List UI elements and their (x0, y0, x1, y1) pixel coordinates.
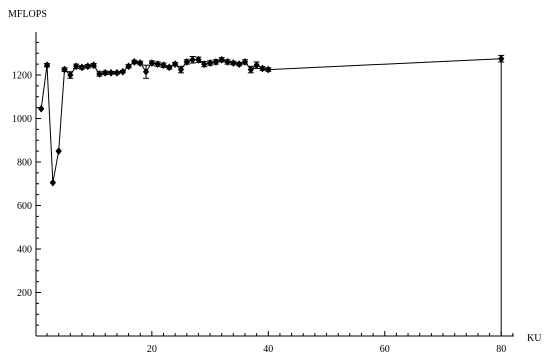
y-tick-label: 1200 (12, 71, 32, 82)
data-point (55, 147, 62, 156)
data-point (171, 60, 179, 69)
y-tick-label: 200 (17, 288, 32, 299)
data-point (84, 62, 92, 71)
data-point (113, 68, 121, 77)
data-point (137, 59, 144, 68)
x-tick-label: 40 (263, 344, 273, 355)
data-point (72, 62, 80, 71)
y-axis-label: MFLOPS (8, 9, 47, 20)
x-tick-label: 60 (380, 344, 390, 355)
data-point (247, 65, 255, 74)
data-point (148, 59, 156, 68)
x-axis-label: KU (527, 333, 542, 344)
data-point (43, 61, 51, 70)
data-point (154, 60, 161, 69)
axes: 200 400 600 800 1000 1200 20 40 60 80 (12, 32, 514, 355)
data-point (212, 57, 220, 66)
data-point (125, 62, 132, 71)
data-point (253, 61, 260, 70)
data-point (38, 104, 45, 113)
data-point (119, 67, 126, 76)
y-tick-label: 800 (17, 158, 32, 169)
data-point (259, 64, 266, 73)
data-point (49, 178, 57, 187)
data-point (195, 55, 202, 64)
y-tick-label: 400 (17, 245, 32, 256)
data-point (107, 68, 115, 77)
data-point (177, 65, 185, 74)
data-point (230, 59, 237, 68)
y-tick-label: 600 (17, 201, 32, 212)
data-point (201, 60, 208, 69)
data-point (142, 67, 150, 76)
data-point (67, 70, 74, 80)
series-line (40, 58, 502, 183)
data-point (160, 61, 167, 70)
data-point (206, 59, 214, 68)
data-point (78, 63, 86, 72)
data-point (497, 54, 505, 63)
data-point (265, 65, 272, 74)
data-point (218, 55, 225, 64)
data-point (102, 68, 109, 77)
data-point (131, 57, 138, 66)
x-tick-label: 20 (147, 344, 157, 355)
data-point (235, 60, 243, 69)
data-point (183, 57, 190, 66)
data-point (96, 69, 103, 78)
series-layer (38, 54, 505, 336)
y-tick-label: 1000 (12, 114, 32, 125)
data-point (241, 57, 249, 66)
x-tick-label: 80 (496, 344, 506, 355)
data-point (90, 61, 97, 70)
data-point (224, 57, 231, 66)
data-point (166, 63, 173, 72)
data-point (189, 55, 196, 64)
data-point (61, 65, 68, 74)
